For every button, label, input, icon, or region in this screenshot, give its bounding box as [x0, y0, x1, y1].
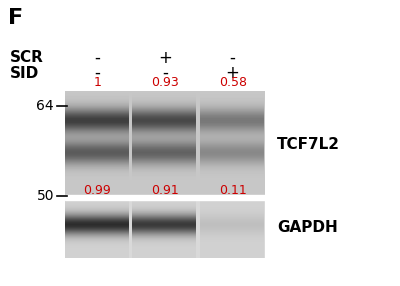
Text: SCR: SCR — [10, 51, 44, 65]
Bar — [65, 195, 265, 200]
Text: -: - — [94, 49, 100, 67]
Text: GAPDH: GAPDH — [277, 221, 338, 235]
Text: +: + — [158, 49, 172, 67]
Text: 0.93: 0.93 — [151, 76, 179, 89]
Text: -: - — [162, 64, 168, 82]
Text: 0.11: 0.11 — [219, 184, 246, 197]
Text: 50: 50 — [36, 189, 54, 203]
Text: -: - — [94, 64, 100, 82]
Text: 0.99: 0.99 — [84, 184, 111, 197]
Text: -: - — [230, 49, 236, 67]
Text: SID: SID — [10, 65, 39, 80]
Text: +: + — [226, 64, 240, 82]
Text: 0.58: 0.58 — [219, 76, 247, 89]
Text: 1: 1 — [93, 76, 101, 89]
Text: F: F — [8, 8, 23, 28]
Text: 64: 64 — [36, 99, 54, 113]
Text: TCF7L2: TCF7L2 — [277, 137, 340, 152]
Text: 0.91: 0.91 — [151, 184, 179, 197]
